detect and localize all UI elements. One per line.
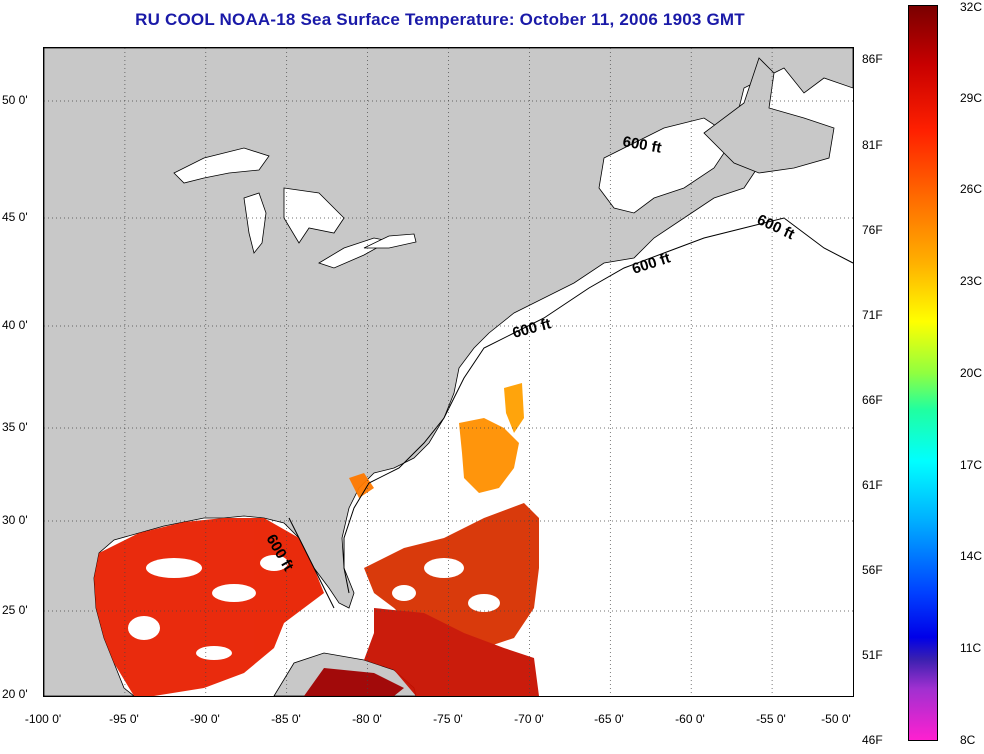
lake-michigan bbox=[243, 192, 267, 254]
colorbar-celsius-label: 11C bbox=[960, 641, 982, 655]
x-tick: -50 0' bbox=[821, 712, 851, 726]
y-tick: 50 0' bbox=[2, 93, 28, 107]
x-tick: -70 0' bbox=[514, 712, 544, 726]
y-tick: 30 0' bbox=[2, 513, 28, 527]
y-tick: 25 0' bbox=[2, 603, 28, 617]
colorbar-celsius-label: 32C bbox=[960, 0, 983, 14]
map-graphic: 600 ft 600 ft 600 ft 600 ft 600 ft bbox=[44, 48, 853, 696]
y-tick: 40 0' bbox=[2, 318, 28, 332]
colorbar-celsius-label: 17C bbox=[960, 458, 983, 472]
x-tick: -100 0' bbox=[24, 712, 62, 726]
colorbar-fahrenheit-label: 46F bbox=[862, 733, 883, 747]
depth-contour-600ft bbox=[288, 217, 853, 609]
colorbar-celsius-label: 26C bbox=[960, 182, 983, 196]
lake-superior bbox=[173, 147, 270, 184]
colorbar-fahrenheit-label: 76F bbox=[862, 223, 883, 237]
colorbar-fahrenheit-label: 86F bbox=[862, 52, 883, 66]
map-title: RU COOL NOAA-18 Sea Surface Temperature:… bbox=[135, 10, 745, 29]
x-tick: -60 0' bbox=[675, 712, 705, 726]
sst-map[interactable]: 600 ft 600 ft 600 ft 600 ft 600 ft bbox=[43, 47, 854, 697]
x-tick: -75 0' bbox=[433, 712, 463, 726]
colorbar-fahrenheit-label: 51F bbox=[862, 648, 883, 662]
st-lawrence-water bbox=[598, 117, 735, 214]
y-tick: 45 0' bbox=[2, 210, 28, 224]
newfoundland bbox=[703, 57, 835, 174]
y-tick: 35 0' bbox=[2, 420, 28, 434]
colorbar-fahrenheit-label: 61F bbox=[862, 478, 883, 492]
x-tick: -65 0' bbox=[594, 712, 624, 726]
lake-huron bbox=[283, 187, 345, 244]
lake-ontario bbox=[363, 233, 417, 249]
contour-label-4: 600 ft bbox=[511, 315, 553, 342]
colorbar-fahrenheit-label: 81F bbox=[862, 138, 883, 152]
x-tick: -80 0' bbox=[352, 712, 382, 726]
colorbar-fahrenheit-label: 56F bbox=[862, 563, 883, 577]
y-tick: 20 0' bbox=[2, 687, 28, 701]
colorbar-fahrenheit-label: 66F bbox=[862, 393, 883, 407]
cloud-gaps bbox=[128, 555, 500, 660]
contour-label-2: 600 ft bbox=[754, 211, 797, 243]
x-tick: -85 0' bbox=[271, 712, 301, 726]
graticule bbox=[44, 48, 853, 696]
colorbar-celsius-label: 20C bbox=[960, 366, 983, 380]
x-tick: -55 0' bbox=[756, 712, 786, 726]
contour-label-1: 600 ft bbox=[621, 133, 663, 157]
colorbar-celsius-label: 23C bbox=[960, 274, 983, 288]
colorbar-celsius-label: 8C bbox=[960, 733, 976, 747]
temperature-colorbar bbox=[908, 5, 938, 741]
colorbar-celsius-label: 29C bbox=[960, 91, 983, 105]
colorbar-fahrenheit-label: 71F bbox=[862, 308, 883, 322]
colorbar-celsius-label: 14C bbox=[960, 549, 983, 563]
x-tick: -95 0' bbox=[109, 712, 139, 726]
x-tick: -90 0' bbox=[190, 712, 220, 726]
